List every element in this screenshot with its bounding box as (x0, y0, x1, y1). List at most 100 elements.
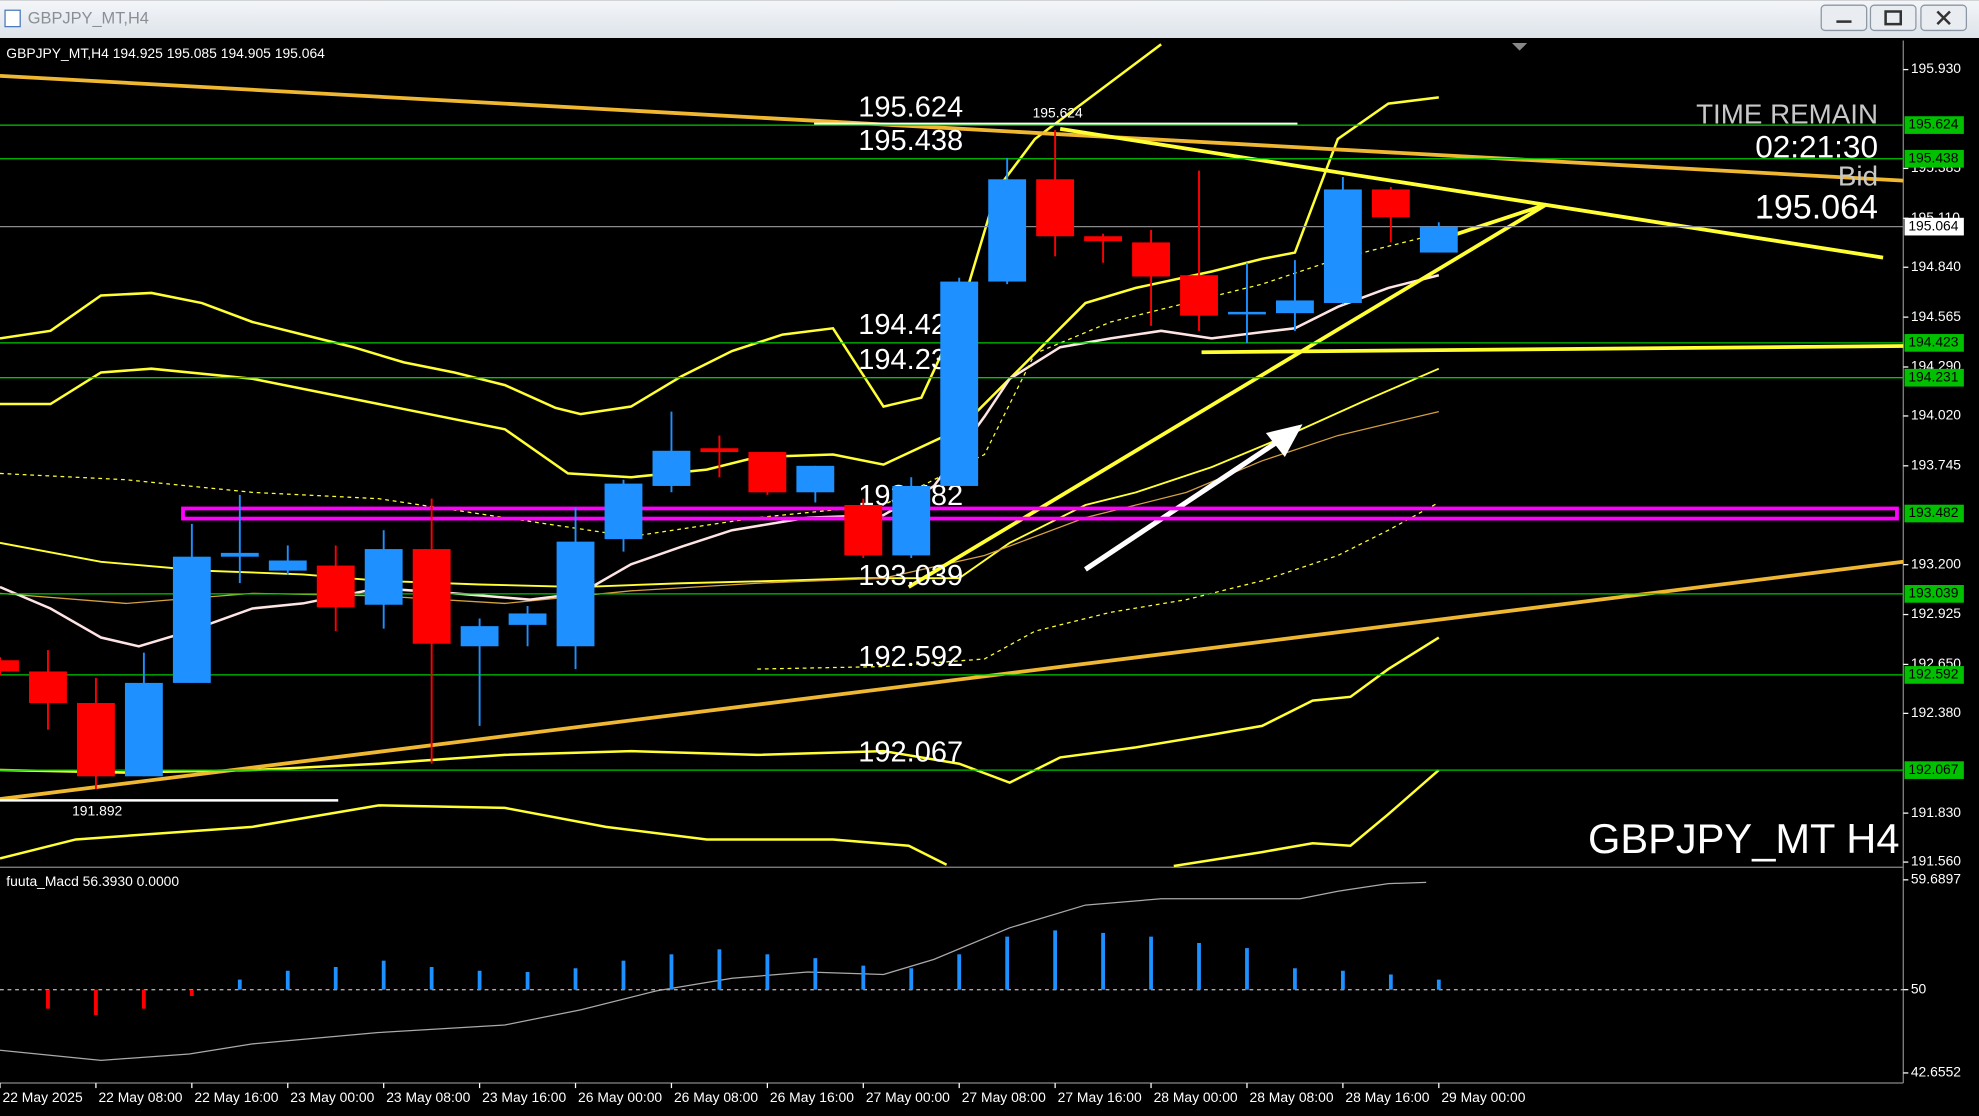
level-axis-box (1904, 149, 1964, 168)
macd-bar (381, 960, 386, 990)
bollinger-lower (0, 636, 1440, 785)
restore-icon (1884, 10, 1903, 26)
macd-bar (94, 989, 98, 1015)
macd-bar (1245, 948, 1249, 990)
candle-body (1276, 300, 1314, 314)
candle-body (460, 626, 499, 647)
y-tick-label: 194.565 (1911, 308, 1961, 324)
candle-body (364, 549, 403, 605)
candle-body (1180, 275, 1218, 316)
candle-body (316, 565, 355, 608)
candle-body (76, 703, 115, 777)
window-title: GBPJPY_MT,H4 (28, 9, 149, 27)
macd-bar (957, 954, 962, 990)
macd-bar (525, 971, 530, 990)
candle-body (1084, 236, 1123, 242)
x-tick-label: 28 May 00:00 (1154, 1089, 1238, 1105)
macd-bar (237, 979, 242, 990)
shift-marker (1512, 43, 1528, 51)
chart-info: GBPJPY_MT,H4 194.925 195.085 194.905 195… (6, 45, 325, 61)
candle-body (1371, 189, 1410, 218)
x-tick-label: 22 May 2025 (3, 1089, 84, 1105)
candle-body (1228, 311, 1266, 315)
x-tick-label: 22 May 08:00 (98, 1089, 182, 1105)
macd-bar (1293, 968, 1297, 990)
y-tick-label: 192.380 (1911, 704, 1961, 720)
y-tick-label: 194.020 (1911, 407, 1961, 423)
level-axis-label: 193.482 (1908, 504, 1958, 520)
candle-body (556, 541, 595, 647)
level-axis-label: 194.423 (1908, 334, 1958, 350)
macd-bar (861, 965, 866, 990)
level-label: 195.438 (858, 125, 963, 157)
bollinger-lower-right (1173, 769, 1440, 868)
candle-body (892, 485, 931, 556)
level-axis-box (1904, 666, 1964, 684)
level-label: 192.067 (858, 736, 963, 768)
y-tick-label: 191.830 (1911, 804, 1961, 820)
macd-bar (573, 968, 578, 990)
candle-body (604, 483, 643, 540)
candle-body (0, 660, 19, 672)
trend-line-lower (0, 559, 1904, 801)
support-line (1201, 344, 1904, 355)
macd-bar (333, 967, 338, 990)
trend-line-upper (0, 73, 1904, 183)
level-axis-label: 195.624 (1908, 116, 1958, 132)
y-tick-label: 191.560 (1911, 853, 1961, 869)
minimize-button[interactable] (1820, 4, 1868, 32)
macd-bar (765, 954, 770, 990)
x-tick-label: 26 May 16:00 (770, 1089, 854, 1105)
y-tick-label: 193.745 (1911, 457, 1961, 473)
x-tick-label: 23 May 08:00 (386, 1089, 470, 1105)
candle-body (796, 465, 835, 493)
wedge-top (1059, 127, 1884, 260)
candle-body (940, 281, 979, 486)
restore-button[interactable] (1869, 4, 1917, 32)
y-tick-label: 195.930 (1911, 60, 1961, 76)
candle-body (652, 450, 691, 486)
level-axis-box (1904, 116, 1964, 134)
macd-bar (429, 967, 434, 990)
level-axis-box (1904, 585, 1964, 603)
candle-body (172, 556, 211, 683)
x-tick-label: 26 May 00:00 (578, 1089, 662, 1105)
x-tick-label: 29 May 00:00 (1441, 1089, 1525, 1105)
current-price-label: 195.064 (1908, 217, 1958, 233)
level-label: 192.592 (858, 641, 963, 673)
macd-bar (813, 958, 818, 990)
envelope-lower (757, 501, 1440, 670)
level-band (181, 506, 1899, 521)
low-annotation: 191.892 (72, 802, 122, 818)
macd-bar (1197, 942, 1201, 990)
candle-body (1132, 242, 1170, 277)
level-axis-label: 192.592 (1908, 666, 1958, 682)
macd-bar (1101, 932, 1105, 990)
level-axis-box (1904, 334, 1964, 352)
y-tick-label: 42.6552 (1911, 1064, 1961, 1080)
macd-bar (717, 949, 722, 990)
x-tick-label: 26 May 08:00 (674, 1089, 758, 1105)
candle-body (29, 671, 67, 704)
x-tick-label: 27 May 16:00 (1058, 1089, 1142, 1105)
candle-body (1323, 189, 1362, 303)
level-axis-box (1904, 368, 1964, 387)
y-tick-label: 50 (1911, 980, 1927, 996)
y-tick-label: 194.840 (1911, 258, 1961, 274)
up-arrow-head (1265, 424, 1303, 458)
macd-bar (1436, 979, 1441, 990)
y-tick-label: 59.6897 (1911, 871, 1961, 887)
level-label: 195.624 (858, 91, 963, 123)
up-arrow (1084, 437, 1283, 572)
x-tick-label: 23 May 00:00 (290, 1089, 374, 1105)
bollinger-mid-upper (0, 96, 1439, 479)
level-axis-label: 195.438 (1908, 149, 1958, 165)
x-tick-label: 22 May 16:00 (194, 1089, 278, 1105)
macd-bar (621, 960, 626, 990)
wedge-bottom (907, 202, 1548, 589)
x-tick-label: 28 May 08:00 (1249, 1089, 1333, 1105)
candle-body (1419, 226, 1458, 253)
level-label: 193.039 (858, 560, 963, 592)
macd-bar (1340, 970, 1345, 990)
